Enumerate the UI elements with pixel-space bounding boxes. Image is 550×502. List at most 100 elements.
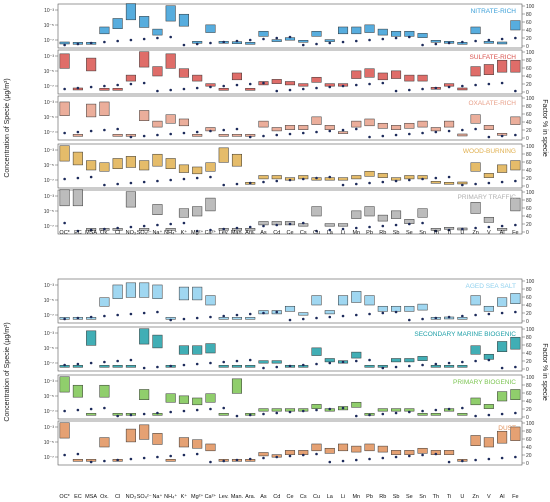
concentration-point <box>354 414 358 418</box>
concentration-point <box>262 412 265 416</box>
left-tick-label: 10⁻⁷ <box>44 178 54 184</box>
concentration-point <box>500 311 504 315</box>
factor-bar-v <box>483 305 494 312</box>
concentration-point <box>487 225 491 229</box>
factor-bar-lev <box>218 317 229 320</box>
species-label-rb: Rb <box>379 494 386 500</box>
factor-bar-as <box>258 120 269 128</box>
species-label-nh4: NH₄⁺ <box>164 493 177 500</box>
factor-bar-mg <box>192 439 203 449</box>
factor-bar-msa <box>86 413 97 416</box>
concentration-point <box>461 314 464 318</box>
factor-bar-k <box>178 395 189 404</box>
right-y-axis-label-bottom: Factor % in specie <box>541 343 548 401</box>
panel-nitrate-rich: 10⁻³ 10⁻⁵ 10⁻⁷ 100 80 60 40 20 0 NITRATE-RICH <box>44 3 535 50</box>
concentration-point <box>275 133 279 137</box>
right-tick-label: 20 <box>526 407 532 413</box>
concentration-point <box>209 460 212 464</box>
factor-bar-k <box>178 208 189 218</box>
left-tick-label: 10⁻⁵ <box>44 69 54 75</box>
species-label-se: Se <box>406 230 413 236</box>
concentration-point <box>474 127 477 131</box>
concentration-point <box>142 81 146 85</box>
concentration-point <box>63 409 66 413</box>
factor-bar-pb <box>364 295 375 306</box>
right-tick-label: 40 <box>526 120 532 126</box>
factor-bar-ce <box>284 81 296 86</box>
right-tick-label: 0 <box>526 44 529 50</box>
factor-bar-ara <box>245 42 256 45</box>
species-label-nh4: NH₄⁺ <box>164 229 177 236</box>
factor-bar-ara <box>245 365 256 368</box>
right-tick-label: 40 <box>526 28 532 34</box>
concentration-point <box>248 413 252 417</box>
right-tick-label: 20 <box>526 176 532 182</box>
concentration-point <box>222 128 226 132</box>
factor-bar-se <box>404 74 415 82</box>
factor-bar-man <box>231 365 242 368</box>
concentration-point <box>156 36 159 40</box>
factor-bar-ox <box>99 26 110 35</box>
factor-bar-mn <box>351 70 362 79</box>
concentration-point <box>182 317 186 321</box>
factor-bar-na <box>152 66 163 77</box>
factor-bar-k <box>178 68 189 78</box>
factor-bar-u <box>457 317 468 320</box>
concentration-point <box>381 37 385 41</box>
panel-sulfate-rich: 10⁻³ 10⁻⁵ 10⁻⁷ 100 80 60 40 20 0 SULFATE-RICH <box>44 49 535 96</box>
factor-bar-mn <box>351 175 362 180</box>
concentration-point <box>461 360 464 364</box>
species-label-cu: Cu <box>313 494 320 500</box>
concentration-point <box>76 130 80 134</box>
concentration-point <box>63 43 66 47</box>
concentration-point <box>301 87 305 91</box>
factor-bar-al <box>497 391 508 402</box>
left-tick-label: 10⁻⁵ <box>44 23 54 29</box>
right-tick-label: 60 <box>526 160 532 166</box>
factor-bar-mn <box>351 291 362 303</box>
concentration-point <box>354 226 358 230</box>
concentration-point <box>63 177 66 181</box>
factor-bar-ti <box>444 182 455 185</box>
concentration-point <box>195 130 199 134</box>
concentration-point <box>315 316 318 320</box>
factor-bar-as <box>258 221 269 226</box>
concentration-point <box>275 455 279 459</box>
concentration-point <box>354 458 358 462</box>
factor-bar-lev <box>218 365 229 368</box>
concentration-point <box>474 313 477 317</box>
factor-bar-ec <box>72 365 83 368</box>
concentration-point <box>182 409 186 413</box>
factor-bar-as <box>258 360 269 364</box>
factor-bar-ox <box>99 101 110 116</box>
concentration-point <box>195 42 199 46</box>
factor-bar-cd <box>271 127 282 132</box>
panel-frame <box>57 326 523 372</box>
factor-bar-pb <box>364 443 375 452</box>
panel-wood-burning: 10⁻³ 10⁻⁵ 10⁻⁷ 100 80 60 40 20 0 WOOD-BURNING <box>44 143 535 190</box>
factor-bar-ec <box>72 459 83 462</box>
factor-bar-pb <box>364 24 375 33</box>
factor-bar-ti <box>444 120 455 128</box>
factor-bar-na <box>152 433 163 445</box>
concentration-point <box>500 37 504 41</box>
concentration-point <box>288 35 292 39</box>
concentration-point <box>447 407 451 411</box>
left-tick-label: 10⁻³ <box>44 379 54 385</box>
species-label-oc: OC* <box>59 494 70 500</box>
factor-bar-oc <box>59 41 70 45</box>
concentration-point <box>354 39 358 43</box>
concentration-point <box>368 358 371 362</box>
concentration-point <box>89 175 93 179</box>
concentration-point <box>434 408 438 412</box>
species-label-li: Li <box>341 494 345 500</box>
concentration-point <box>235 359 239 363</box>
factor-bar-li <box>338 223 349 227</box>
concentration-point <box>262 456 265 460</box>
factor-bar-k <box>178 164 189 173</box>
concentration-point <box>394 310 398 314</box>
concentration-point <box>116 359 119 363</box>
concentration-point <box>156 133 159 137</box>
concentration-point <box>328 129 332 133</box>
factor-bar-nh4 <box>165 228 176 231</box>
